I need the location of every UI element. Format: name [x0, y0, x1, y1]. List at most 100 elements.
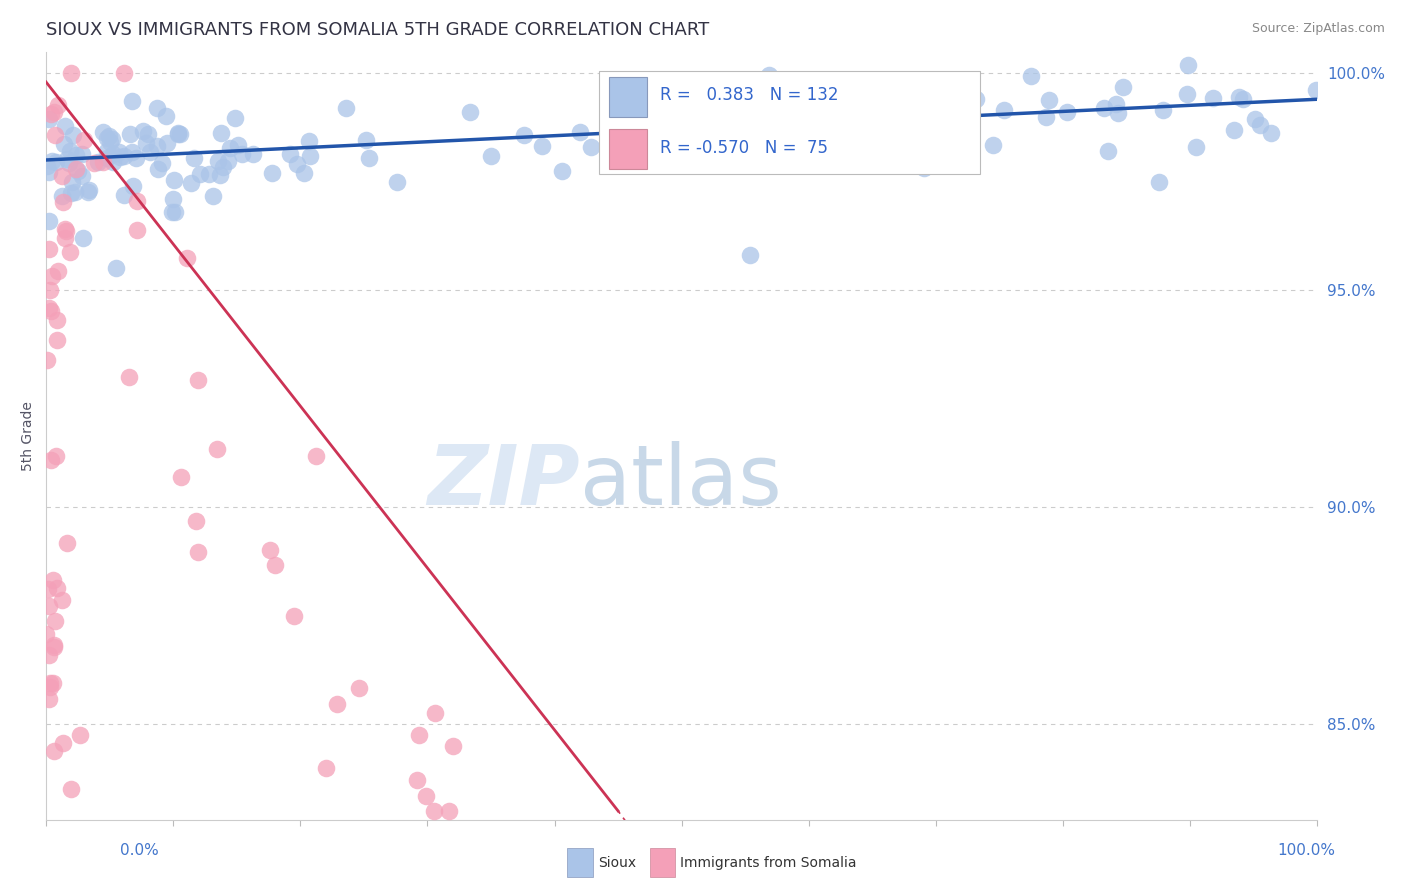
Point — [72, 231, 94, 245]
Point — [37, 159, 59, 173]
Point — [1035, 110, 1057, 124]
Point — [162, 204, 184, 219]
Point — [1175, 87, 1198, 102]
Point — [136, 127, 159, 141]
Point — [713, 110, 735, 124]
Point — [53, 222, 76, 236]
Point — [242, 146, 264, 161]
Point — [83, 155, 105, 169]
Point — [458, 105, 481, 120]
Point — [1097, 144, 1119, 158]
Point — [112, 149, 135, 163]
Point — [738, 248, 761, 262]
Point — [39, 106, 62, 120]
Point — [42, 744, 65, 758]
Point — [87, 154, 110, 169]
Point — [731, 120, 754, 134]
Point — [354, 133, 377, 147]
Point — [60, 175, 83, 189]
Point — [65, 161, 87, 176]
Point — [1260, 127, 1282, 141]
Point — [187, 545, 209, 559]
Point — [56, 535, 79, 549]
Point — [259, 542, 281, 557]
Point — [70, 146, 93, 161]
Point — [758, 68, 780, 82]
Point — [91, 155, 114, 169]
Point — [208, 168, 231, 182]
Point — [44, 128, 66, 143]
Point — [278, 146, 301, 161]
Point — [749, 104, 772, 119]
Point — [439, 804, 461, 818]
Point — [156, 136, 179, 150]
Bar — [567, 848, 593, 877]
Point — [122, 179, 145, 194]
Point — [112, 66, 135, 80]
Point — [912, 161, 935, 175]
Point — [98, 135, 121, 149]
Point — [59, 186, 82, 201]
Point — [1177, 57, 1199, 71]
Point — [101, 132, 124, 146]
Point — [69, 728, 91, 742]
Point — [385, 175, 408, 189]
Point — [108, 145, 131, 159]
Point — [283, 608, 305, 623]
Point — [155, 109, 177, 123]
Point — [72, 133, 94, 147]
Point — [1092, 102, 1115, 116]
Point — [981, 138, 1004, 153]
Point — [38, 676, 60, 690]
Point — [408, 728, 430, 742]
Point — [169, 470, 191, 484]
Point — [183, 151, 205, 165]
Text: 0.0%: 0.0% — [120, 843, 159, 858]
Point — [298, 135, 321, 149]
Point — [56, 153, 79, 167]
Point — [531, 139, 554, 153]
Point — [262, 166, 284, 180]
Point — [42, 573, 65, 587]
Point — [335, 101, 357, 115]
Point — [44, 640, 66, 654]
Point — [53, 231, 76, 245]
Point — [121, 94, 143, 108]
Point — [211, 160, 233, 174]
Y-axis label: 5th Grade: 5th Grade — [21, 401, 35, 470]
Point — [58, 155, 80, 169]
Point — [146, 101, 169, 115]
FancyBboxPatch shape — [599, 70, 980, 175]
Point — [441, 739, 464, 753]
Point — [38, 112, 60, 127]
Point — [893, 95, 915, 110]
Point — [1038, 93, 1060, 107]
Text: ZIP: ZIP — [427, 442, 579, 522]
Point — [673, 107, 696, 121]
Point — [188, 167, 211, 181]
Point — [59, 244, 82, 259]
Point — [1107, 106, 1129, 120]
Text: SIOUX VS IMMIGRANTS FROM SOMALIA 5TH GRADE CORRELATION CHART: SIOUX VS IMMIGRANTS FROM SOMALIA 5TH GRA… — [46, 21, 709, 39]
Point — [51, 189, 73, 203]
Point — [709, 122, 731, 136]
Point — [42, 638, 65, 652]
Point — [231, 147, 253, 161]
Point — [1249, 118, 1271, 132]
Point — [51, 169, 73, 184]
Bar — [650, 848, 675, 877]
Point — [187, 373, 209, 387]
Point — [315, 761, 337, 775]
Point — [44, 614, 66, 628]
Point — [51, 592, 73, 607]
Point — [112, 187, 135, 202]
Point — [125, 151, 148, 165]
Point — [166, 127, 188, 141]
Point — [423, 706, 446, 720]
Point — [184, 514, 207, 528]
Point — [76, 185, 98, 199]
Point — [415, 789, 437, 803]
Point — [169, 128, 191, 142]
Point — [150, 156, 173, 170]
Point — [834, 136, 856, 151]
